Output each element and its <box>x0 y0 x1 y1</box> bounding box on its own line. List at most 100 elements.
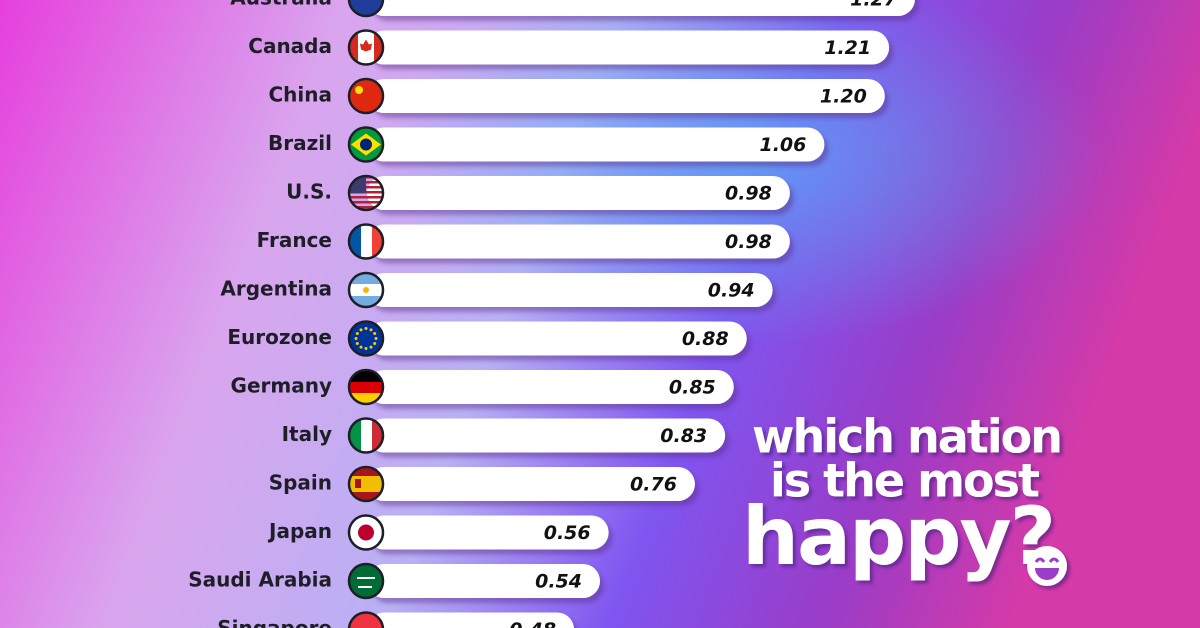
flag <box>347 223 385 260</box>
flag <box>347 271 385 309</box>
value-label: 0.98 <box>725 231 772 253</box>
value-label: 1.06 <box>759 134 806 156</box>
flag <box>347 562 385 600</box>
category-label: Argentina <box>220 277 332 301</box>
flag <box>347 29 385 66</box>
value-label: 1.27 <box>850 0 898 11</box>
flag-part <box>361 224 372 259</box>
flag-outline <box>347 77 385 115</box>
flag-outline <box>347 562 385 600</box>
flag-outline <box>347 174 385 212</box>
category-label: Eurozone <box>227 325 332 349</box>
category-label: Brazil <box>268 131 332 155</box>
category-label: Canada <box>248 34 332 58</box>
flag-part <box>361 418 372 453</box>
flag-outline <box>347 271 385 309</box>
flag-part <box>357 577 375 588</box>
category-label: Italy <box>282 422 332 446</box>
bar <box>367 0 915 16</box>
flag-outline <box>347 611 385 628</box>
value-label: 1.21 <box>824 37 871 59</box>
bar <box>367 127 825 162</box>
category-label: China <box>268 83 332 107</box>
bar <box>367 418 726 453</box>
flag <box>347 465 385 503</box>
flag-part <box>349 612 383 628</box>
flag-part <box>355 332 359 335</box>
flag-part <box>372 224 383 259</box>
bar <box>367 79 885 113</box>
flag <box>347 514 385 551</box>
category-label: Australia <box>230 0 332 10</box>
bar <box>367 224 790 259</box>
flag <box>347 174 385 212</box>
flag-part <box>349 196 383 199</box>
flag-outline <box>347 320 385 357</box>
bar <box>367 515 609 550</box>
flag-part <box>373 342 377 345</box>
flag-outline <box>347 368 385 406</box>
flag-part <box>369 345 373 349</box>
rows: 1.27 Australia 1.21 Canada 1.20 China 1.06 Braz… <box>188 0 915 628</box>
category-label: Spain <box>269 471 332 495</box>
value-label: 0.54 <box>535 571 582 593</box>
flag-art <box>349 0 383 16</box>
flag-part <box>349 206 383 209</box>
flag <box>347 126 385 163</box>
bar <box>367 321 747 356</box>
title-block: which nation is the most happy? <box>742 410 1067 586</box>
flag-part <box>372 418 383 453</box>
flag-outline <box>347 465 385 503</box>
bar <box>367 176 790 210</box>
value-label: 0.85 <box>669 377 716 399</box>
bar <box>367 564 601 598</box>
flag-outline <box>347 29 385 66</box>
bar <box>367 370 734 404</box>
value-label: 0.88 <box>682 328 729 350</box>
flag-art <box>349 612 383 628</box>
category-label: Singapore <box>217 616 332 628</box>
flag-outline <box>347 0 385 18</box>
flag-part <box>364 347 368 350</box>
category-label: Saudi Arabia <box>188 568 332 592</box>
flag-outline <box>347 417 385 454</box>
bar <box>367 612 575 628</box>
flag-part <box>360 39 372 52</box>
flag-part <box>354 337 358 340</box>
flag-part <box>360 138 372 151</box>
category-label: Japan <box>267 519 332 543</box>
flag-outline <box>347 514 385 551</box>
flag-part <box>349 201 383 204</box>
category-label: U.S. <box>286 180 332 204</box>
flag-part <box>374 337 378 340</box>
flag-part <box>355 479 361 488</box>
flag-part <box>349 393 383 404</box>
category-label: Germany <box>231 374 332 398</box>
flag-outline <box>347 223 385 260</box>
title-line: which nation <box>752 410 1061 464</box>
flag-part <box>359 328 363 332</box>
category-label: France <box>257 228 332 252</box>
flag <box>347 77 385 115</box>
bar <box>367 30 890 65</box>
flag-part <box>359 345 363 349</box>
value-label: 0.76 <box>630 474 677 496</box>
flag-part <box>355 86 363 94</box>
flag-part <box>349 476 383 492</box>
value-label: 0.56 <box>544 522 591 544</box>
flag-part <box>364 327 368 330</box>
flag-part <box>349 30 358 65</box>
bar <box>367 467 695 501</box>
value-label: 0.83 <box>660 425 707 447</box>
value-label: 1.20 <box>820 86 867 108</box>
bar <box>367 273 773 307</box>
title-line: is the most <box>770 454 1039 508</box>
smiley <box>1027 546 1067 586</box>
flag-part <box>373 332 377 335</box>
value-label: 0.98 <box>725 183 772 205</box>
flag-part <box>369 328 373 332</box>
title-line: happy? <box>742 490 1054 583</box>
flag-part <box>349 0 383 16</box>
flag-outline <box>347 126 385 163</box>
